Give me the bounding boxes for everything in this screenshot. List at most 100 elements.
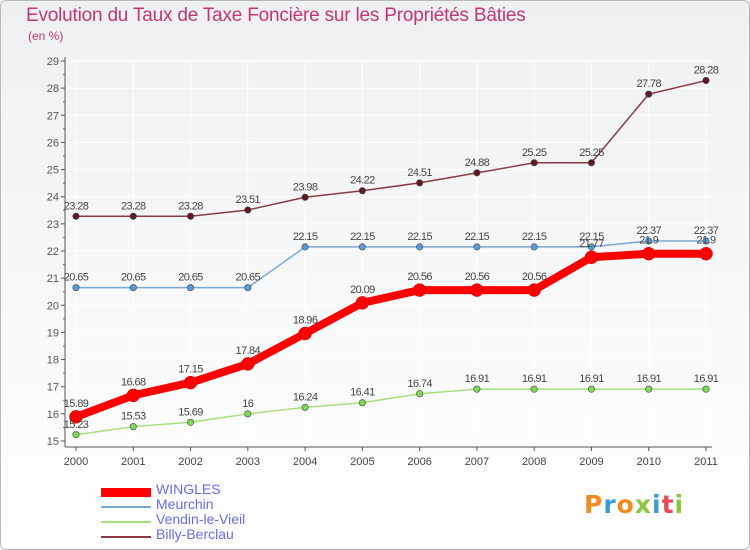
- data-label-Meurchin-2009: 22.15: [579, 231, 604, 243]
- data-label-WINGLES-2011: 21.9: [696, 235, 715, 247]
- legend-swatch-Vendin-le-Vieil: [101, 521, 151, 523]
- data-label-Billy-Berclau-2001: 23.28: [121, 200, 146, 212]
- y-tick-label-15: 15: [47, 436, 59, 448]
- data-point-Billy-Berclau-2008: [530, 159, 538, 167]
- y-tick-label-22: 22: [47, 246, 59, 258]
- logo-letter: r: [603, 490, 617, 519]
- data-point-Billy-Berclau-2002: [187, 212, 195, 220]
- y-tick-label-29: 29: [47, 56, 59, 68]
- data-point-Vendin-le-Vieil-2009: [587, 385, 595, 393]
- data-label-Billy-Berclau-2006: 24.51: [407, 167, 432, 179]
- data-label-WINGLES-2005: 20.09: [350, 284, 375, 296]
- data-label-Meurchin-2001: 20.65: [121, 272, 146, 284]
- data-point-Meurchin-2011: [702, 237, 710, 245]
- chart-title: Evolution du Taux de Taxe Foncière sur l…: [26, 5, 526, 26]
- logo-letter: P: [584, 490, 604, 519]
- legend-label-Meurchin: Meurchin: [156, 496, 214, 512]
- logo-letter: i: [674, 490, 685, 519]
- x-tick-label-2007: 2007: [465, 456, 489, 468]
- data-point-WINGLES-2005: [355, 296, 370, 310]
- data-point-Vendin-le-Vieil-2011: [702, 385, 710, 393]
- data-point-WINGLES-2008: [527, 283, 541, 297]
- data-label-Vendin-le-Vieil-2009: 16.91: [579, 373, 604, 385]
- data-point-WINGLES-2006: [412, 283, 427, 297]
- data-label-WINGLES-2003: 17.84: [236, 345, 261, 357]
- data-label-Vendin-le-Vieil-2001: 15.53: [121, 411, 146, 423]
- data-point-Vendin-le-Vieil-2002: [187, 418, 195, 426]
- logo-letter: t: [661, 490, 675, 519]
- y-tick-label-18: 18: [47, 355, 59, 367]
- data-point-Billy-Berclau-2000: [72, 212, 80, 220]
- data-label-WINGLES-2006: 20.56: [407, 271, 432, 283]
- x-tick-label-2002: 2002: [178, 456, 202, 468]
- data-point-Billy-Berclau-2009: [587, 159, 595, 167]
- data-point-Vendin-le-Vieil-2006: [416, 390, 424, 398]
- x-tick-label-2008: 2008: [522, 456, 546, 468]
- y-tick-label-26: 26: [47, 137, 59, 149]
- data-label-Meurchin-2006: 22.15: [407, 231, 432, 243]
- legend-swatch-Meurchin: [101, 506, 151, 508]
- data-point-Billy-Berclau-2011: [702, 77, 710, 85]
- x-tick-label-2005: 2005: [350, 456, 374, 468]
- data-point-Vendin-le-Vieil-2008: [530, 385, 538, 393]
- x-tick-label-2003: 2003: [236, 456, 260, 468]
- y-tick-label-27: 27: [47, 110, 59, 122]
- logo-letter: i: [652, 490, 662, 519]
- data-point-Vendin-le-Vieil-2003: [244, 410, 252, 418]
- data-point-Vendin-le-Vieil-2000: [72, 431, 80, 439]
- data-point-Billy-Berclau-2005: [358, 187, 366, 195]
- series-line-WINGLES: [72, 249, 710, 421]
- data-point-Vendin-le-Vieil-2005: [358, 399, 366, 407]
- y-tick-label-21: 21: [47, 273, 59, 285]
- data-label-Vendin-le-Vieil-2002: 15.69: [178, 406, 203, 418]
- data-point-WINGLES-2011: [699, 246, 713, 261]
- data-label-WINGLES-2001: 16.68: [121, 376, 146, 388]
- data-point-Meurchin-2009: [587, 243, 595, 251]
- data-label-WINGLES-2008: 20.56: [522, 271, 547, 283]
- data-point-Meurchin-2008: [530, 243, 538, 251]
- y-tick-label-23: 23: [47, 219, 59, 231]
- series-line-Vendin-le-Vieil: [75, 388, 707, 436]
- data-label-WINGLES-2007: 20.56: [465, 271, 490, 283]
- data-point-Billy-Berclau-2003: [244, 206, 252, 214]
- data-label-Vendin-le-Vieil-2007: 16.91: [465, 373, 490, 385]
- data-label-Billy-Berclau-2000: 23.28: [64, 200, 89, 212]
- x-tick-label-2010: 2010: [636, 456, 660, 468]
- data-label-Billy-Berclau-2009: 25.25: [579, 147, 604, 159]
- legend-swatch-WINGLES: [101, 488, 151, 497]
- data-point-Billy-Berclau-2001: [129, 212, 137, 220]
- data-label-WINGLES-2009: 21.77: [579, 238, 604, 250]
- data-point-Vendin-le-Vieil-2010: [645, 385, 653, 393]
- data-label-WINGLES-2002: 17.15: [178, 364, 203, 376]
- legend-label-WINGLES: WINGLES: [156, 481, 221, 497]
- line-chart: 15 16 17 18 19 20 21 22 23 24 25 26 27 28 29 2000 2001 20…: [47, 56, 720, 468]
- data-label-WINGLES-2004: 18.96: [293, 315, 318, 327]
- data-point-Meurchin-2003: [244, 284, 252, 292]
- data-point-Meurchin-2007: [473, 243, 481, 251]
- data-point-WINGLES-2001: [126, 388, 141, 403]
- data-point-Billy-Berclau-2004: [301, 193, 309, 201]
- data-point-Billy-Berclau-2010: [645, 90, 653, 98]
- data-label-Meurchin-2000: 20.65: [64, 272, 89, 284]
- data-point-WINGLES-2007: [470, 283, 484, 297]
- data-point-WINGLES-2000: [69, 410, 83, 424]
- data-point-Meurchin-2004: [301, 243, 309, 251]
- data-point-Meurchin-2006: [416, 243, 424, 251]
- data-point-WINGLES-2002: [183, 375, 198, 390]
- series-line-Meurchin: [75, 240, 707, 289]
- data-label-Billy-Berclau-2002: 23.28: [178, 200, 203, 212]
- data-label-Vendin-le-Vieil-2003: 16: [242, 398, 254, 410]
- data-point-Billy-Berclau-2006: [416, 179, 424, 187]
- series-line-Billy-Berclau: [75, 79, 707, 218]
- x-tick-label-2006: 2006: [407, 456, 431, 468]
- data-label-Billy-Berclau-2005: 24.22: [350, 175, 375, 187]
- x-tick-label-2011: 2011: [694, 456, 718, 468]
- data-label-Billy-Berclau-2004: 23.98: [293, 181, 318, 193]
- y-tick-label-24: 24: [47, 192, 59, 204]
- y-tick-label-17: 17: [47, 382, 59, 394]
- legend-label-Vendin-le-Vieil: Vendin-le-Vieil: [156, 511, 246, 527]
- logo-letter: o: [616, 490, 635, 519]
- y-tick-label-19: 19: [47, 327, 59, 339]
- data-point-WINGLES-2010: [641, 246, 656, 261]
- y-tick-label-25: 25: [47, 165, 59, 177]
